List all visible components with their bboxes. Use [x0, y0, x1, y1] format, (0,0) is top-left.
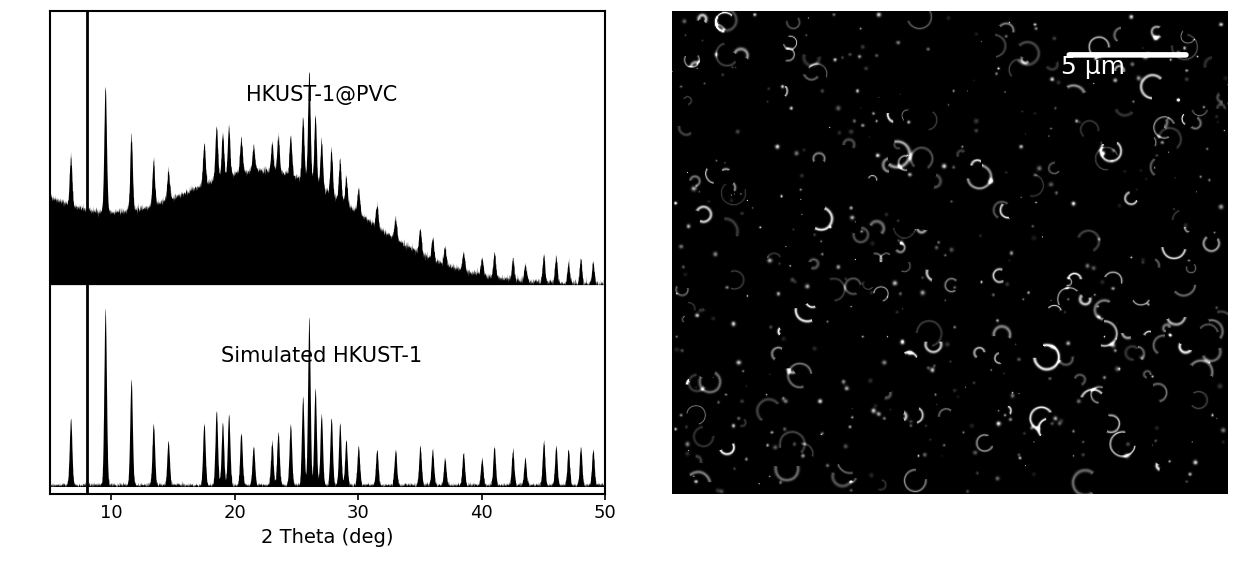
- Text: 5 μm: 5 μm: [1061, 55, 1125, 79]
- Text: Simulated HKUST-1: Simulated HKUST-1: [221, 346, 422, 366]
- X-axis label: 2 Theta (deg): 2 Theta (deg): [262, 528, 393, 546]
- Text: HKUST-1@PVC: HKUST-1@PVC: [246, 84, 397, 104]
